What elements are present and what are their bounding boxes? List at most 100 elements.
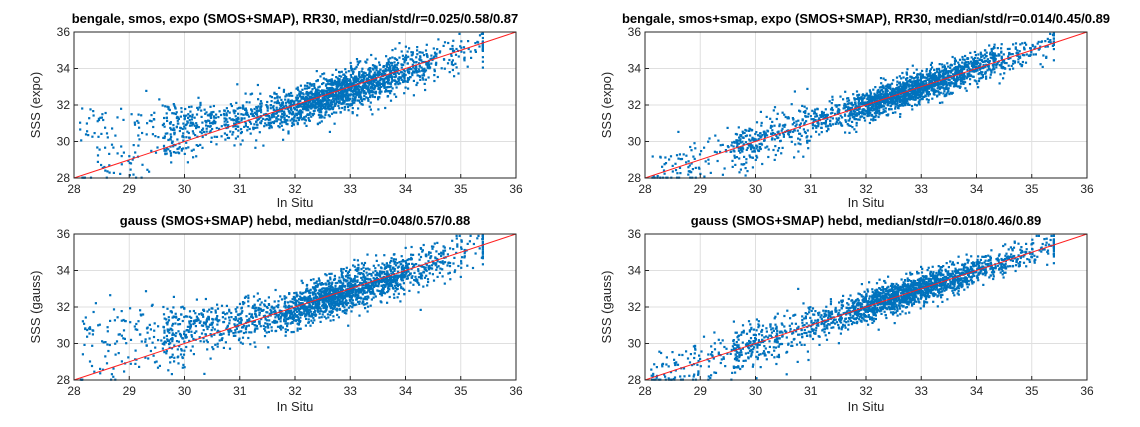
scatter-point xyxy=(379,79,382,82)
scatter-point xyxy=(1002,65,1005,69)
scatter-point xyxy=(887,113,890,116)
scatter-point xyxy=(403,61,406,64)
scatter-point xyxy=(255,325,258,328)
scatter-point xyxy=(691,168,694,171)
scatter-point xyxy=(973,56,976,60)
scatter-point xyxy=(1024,61,1028,64)
scatter-point xyxy=(169,154,173,157)
scatter-point xyxy=(134,151,137,154)
scatter-point xyxy=(259,107,262,110)
scatter-point xyxy=(311,114,315,117)
scatter-point xyxy=(848,117,852,120)
scatter-point xyxy=(335,102,338,105)
scatter-point xyxy=(197,108,200,111)
scatter-point xyxy=(945,94,948,97)
scatter-point xyxy=(917,76,920,79)
scatter-point xyxy=(980,59,984,62)
scatter-point xyxy=(146,122,149,125)
scatter-point xyxy=(798,124,801,127)
scatter-point xyxy=(877,88,880,92)
scatter-point xyxy=(855,90,859,93)
scatter-point xyxy=(955,81,958,84)
scatter-point xyxy=(854,106,857,109)
scatter-point xyxy=(343,80,346,83)
scatter-point xyxy=(845,105,848,108)
scatter-point xyxy=(342,99,345,102)
scatter-point xyxy=(389,99,393,102)
scatter-point xyxy=(433,51,437,54)
scatter-point xyxy=(304,98,307,101)
scatter-point xyxy=(173,128,176,131)
x-tick-label: 35 xyxy=(1025,182,1039,196)
scatter-point xyxy=(299,295,302,298)
scatter-point xyxy=(369,108,372,111)
scatter-point xyxy=(358,76,361,79)
scatter-point xyxy=(425,263,428,266)
scatter-point xyxy=(244,107,247,110)
scatter-point xyxy=(284,104,287,107)
scatter-point xyxy=(356,78,360,81)
scatter-point xyxy=(895,103,898,106)
scatter-point xyxy=(278,107,281,110)
scatter-point xyxy=(316,109,320,112)
scatter-point xyxy=(739,141,742,144)
scatter-point xyxy=(415,70,418,73)
scatter-point xyxy=(343,285,346,288)
scatter-point xyxy=(244,108,247,111)
scatter-point xyxy=(322,106,325,109)
scatter-point xyxy=(423,67,426,70)
scatter-point xyxy=(904,83,907,86)
scatter-point xyxy=(989,73,992,76)
scatter-point xyxy=(389,65,392,68)
scatter-point xyxy=(171,112,174,115)
scatter-point xyxy=(909,75,912,78)
scatter-point xyxy=(925,70,928,73)
scatter-point xyxy=(981,76,985,79)
scatter-point xyxy=(415,66,418,69)
scatter-point xyxy=(852,104,855,107)
scatter-point xyxy=(346,90,349,93)
scatter-point xyxy=(835,105,838,108)
scatter-point xyxy=(336,95,339,98)
scatter-point xyxy=(887,100,890,103)
scatter-point xyxy=(678,166,682,169)
scatter-point xyxy=(992,47,995,50)
scatter-point xyxy=(308,97,312,100)
scatter-point xyxy=(1023,48,1026,51)
scatter-point xyxy=(822,122,826,125)
scatter-point xyxy=(375,259,378,262)
scatter-point xyxy=(180,107,183,110)
scatter-point xyxy=(893,96,896,99)
scatter-point xyxy=(378,83,381,87)
scatter-point xyxy=(276,95,279,98)
scatter-point xyxy=(206,114,209,117)
scatter-point xyxy=(341,96,344,99)
scatter-point xyxy=(853,108,856,111)
scatter-point xyxy=(410,51,413,54)
scatter-point xyxy=(967,57,970,60)
scatter-point xyxy=(754,132,757,136)
scatter-point xyxy=(849,107,852,111)
scatter-point xyxy=(912,77,915,80)
scatter-point xyxy=(933,77,936,80)
scatter-point xyxy=(783,113,786,116)
scatter-point xyxy=(447,41,450,45)
scatter-point xyxy=(940,86,943,89)
scatter-point xyxy=(140,340,143,343)
scatter-point xyxy=(1000,50,1003,53)
scatter-point xyxy=(931,85,934,88)
scatter-point xyxy=(244,124,247,127)
scatter-point xyxy=(196,124,199,127)
scatter-point xyxy=(984,53,987,56)
scatter-point xyxy=(914,79,917,83)
scatter-point xyxy=(879,92,882,95)
scatter-point xyxy=(687,173,690,176)
scatter-point xyxy=(335,87,338,90)
scatter-point xyxy=(276,99,279,102)
scatter-point xyxy=(977,86,980,89)
scatter-point xyxy=(793,129,796,132)
scatter-point xyxy=(442,44,445,47)
scatter-point xyxy=(309,278,313,282)
scatter-point xyxy=(328,130,331,133)
scatter-point xyxy=(1009,53,1012,56)
